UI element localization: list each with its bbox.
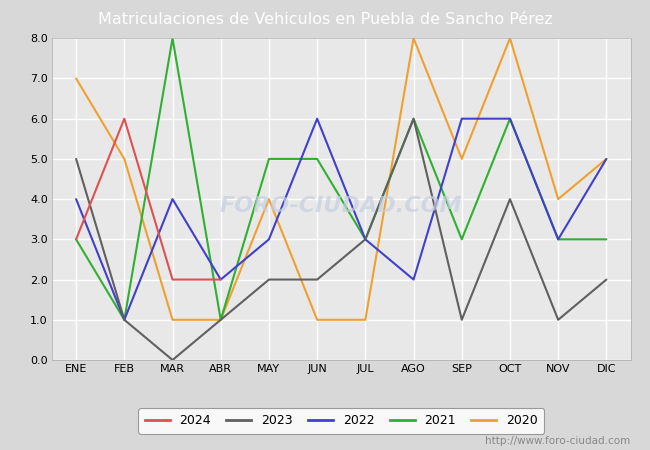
Text: Matriculaciones de Vehiculos en Puebla de Sancho Pérez: Matriculaciones de Vehiculos en Puebla d…: [98, 12, 552, 27]
Text: http://www.foro-ciudad.com: http://www.foro-ciudad.com: [486, 436, 630, 446]
Legend: 2024, 2023, 2022, 2021, 2020: 2024, 2023, 2022, 2021, 2020: [138, 408, 544, 434]
Text: FORO-CIUDAD.COM: FORO-CIUDAD.COM: [220, 196, 463, 216]
